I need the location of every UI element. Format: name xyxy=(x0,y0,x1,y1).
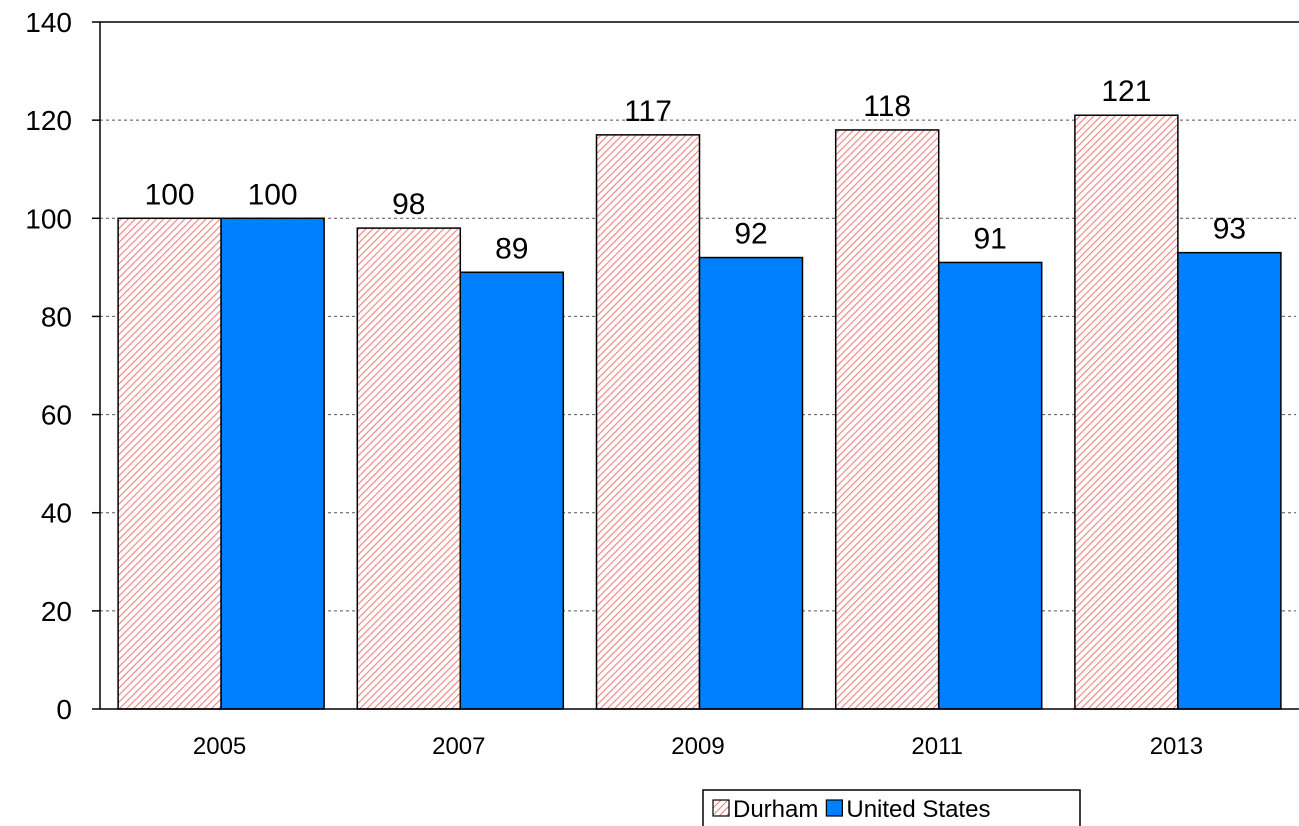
y-tick-label: 60 xyxy=(41,400,72,431)
bar-united-states xyxy=(698,256,804,710)
data-label: 100 xyxy=(248,178,298,211)
data-label: 100 xyxy=(145,178,195,211)
bar-united-states xyxy=(1177,251,1282,710)
data-label: 121 xyxy=(1101,75,1151,108)
x-tick-label: 2013 xyxy=(1150,733,1203,760)
y-tick-label: 80 xyxy=(41,301,72,332)
axes: 0 20 40 60 80 100 120 140 2005 2007 2009 2011 2013 xyxy=(25,7,1299,760)
data-label: 89 xyxy=(495,232,528,265)
data-label: 91 xyxy=(974,222,1007,255)
legend-swatch-united-states xyxy=(825,799,843,817)
legend-label: Durham xyxy=(733,796,818,823)
bars xyxy=(117,114,1282,710)
y-tick-label: 0 xyxy=(56,694,72,725)
bar-united-states xyxy=(459,271,565,710)
bar-durham xyxy=(595,134,701,710)
legend-swatch-durham xyxy=(712,799,730,817)
y-tick-label: 140 xyxy=(25,7,72,38)
data-label: 118 xyxy=(863,90,911,123)
y-tick-label: 120 xyxy=(25,105,72,136)
bar-united-states xyxy=(220,217,325,710)
legend-box xyxy=(702,789,1081,826)
legend: Durham United States xyxy=(702,789,1081,826)
bar-durham xyxy=(1074,114,1179,710)
bar-durham xyxy=(356,227,462,710)
data-label: 92 xyxy=(734,218,767,251)
y-tick-label: 20 xyxy=(41,596,72,627)
x-tick-label: 2009 xyxy=(671,733,724,760)
data-label: 93 xyxy=(1213,213,1246,246)
x-tick-label: 2005 xyxy=(193,733,246,760)
data-label: 117 xyxy=(624,95,672,128)
y-tick-label: 40 xyxy=(41,498,72,529)
bar-united-states xyxy=(937,261,1043,710)
bar-durham xyxy=(834,129,940,710)
data-labels: 100 98 117 118 121 100 89 92 91 93 xyxy=(145,75,1247,265)
legend-label: United States xyxy=(846,796,990,823)
x-tick-label: 2011 xyxy=(911,733,963,760)
data-label: 98 xyxy=(392,188,425,221)
y-tick-label: 100 xyxy=(25,203,72,234)
bar-durham xyxy=(117,217,222,710)
x-tick-label: 2007 xyxy=(432,733,485,760)
